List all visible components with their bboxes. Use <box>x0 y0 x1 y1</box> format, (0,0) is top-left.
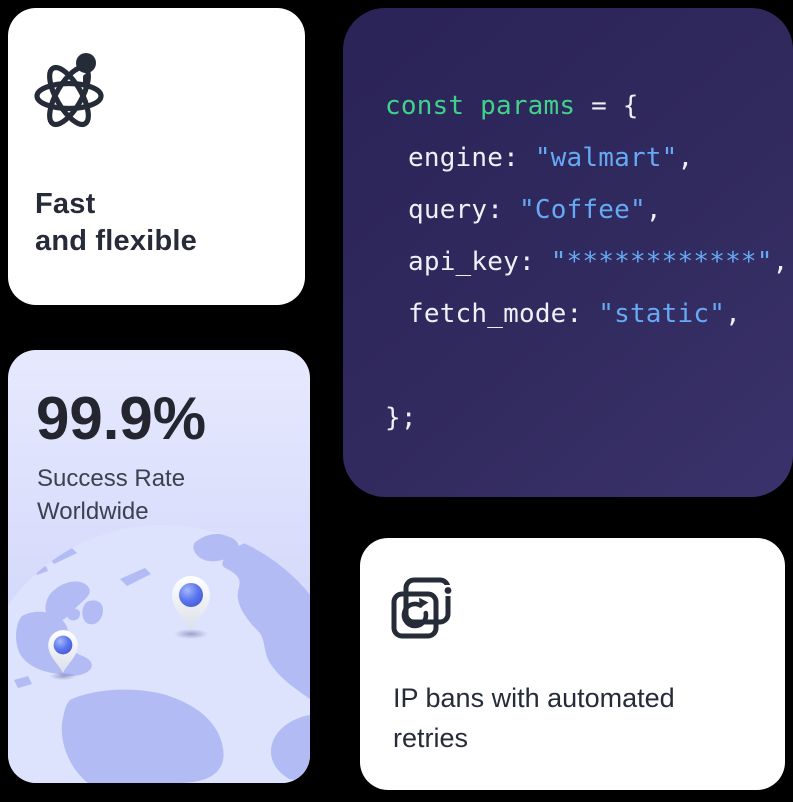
fast-card-title-line2: and flexible <box>35 225 197 257</box>
code-token: fetch_mode: <box>408 299 599 329</box>
retry-icon <box>391 577 452 639</box>
map-pin-small <box>48 630 78 681</box>
code-line: api_key: "************", <box>385 236 788 288</box>
back-square <box>403 577 451 625</box>
code-token: engine: <box>408 143 535 173</box>
world-landmasses <box>14 533 310 783</box>
code-snippet-card: const params = {engine: "walmart", query:… <box>343 8 793 497</box>
code-line: const params = { <box>385 80 777 132</box>
code-line: }; <box>385 392 777 444</box>
refresh-arc <box>401 601 429 629</box>
land-shape <box>193 533 239 562</box>
pin-shadow <box>174 629 208 639</box>
land-shape <box>48 547 77 564</box>
land-shape <box>270 715 310 783</box>
land-shape <box>222 537 310 699</box>
land-shape <box>82 600 103 625</box>
code-line: engine: "walmart", <box>385 132 777 184</box>
code-token: }; <box>385 403 417 433</box>
code-token: , <box>725 299 741 329</box>
retry-card: IP bans with automated retries <box>360 538 785 790</box>
success-rate-card: 99.9% Success Rate Worldwide <box>8 350 310 783</box>
globe-map-illustration <box>8 525 310 783</box>
pin-shadow <box>49 672 77 681</box>
edge-dot <box>444 587 452 594</box>
code-line <box>385 340 777 392</box>
land-shape <box>61 689 224 783</box>
refresh-arrowhead <box>419 597 429 608</box>
code-token: api_key: <box>408 247 551 277</box>
atom-dot <box>76 53 96 73</box>
atom-orbit <box>34 80 104 112</box>
code-token: = { <box>575 91 639 121</box>
map-pin-large <box>172 576 210 639</box>
success-rate-caption-line2: Worldwide <box>37 498 149 525</box>
code-token: "************" <box>550 247 773 277</box>
land-shape <box>120 568 151 586</box>
atom-icon <box>34 53 104 128</box>
code-token: const params <box>385 91 576 121</box>
code-token: , <box>645 195 662 225</box>
code-snippet: const params = {engine: "walmart", query:… <box>385 80 788 444</box>
code-token: , <box>677 143 694 173</box>
code-token: , <box>772 247 789 277</box>
land-shape <box>45 581 90 623</box>
code-token: query: <box>408 195 519 225</box>
land-shape <box>67 608 81 621</box>
fast-card-title-line1: Fast <box>35 188 96 220</box>
atom-orbit <box>47 64 91 128</box>
retry-card-text: IP bans with automated retries <box>393 683 675 753</box>
success-rate-caption-line1: Success Rate <box>37 465 186 492</box>
code-token: "Coffee" <box>518 195 646 225</box>
code-token: "static" <box>598 299 726 329</box>
front-square <box>391 591 439 639</box>
pin-dot <box>53 635 73 655</box>
pin-dot <box>179 583 203 607</box>
code-line: query: "Coffee", <box>385 184 777 236</box>
success-rate-value: 99.9% <box>36 385 207 452</box>
fast-card-title: Fast and flexible <box>35 186 197 260</box>
land-shape <box>35 566 48 575</box>
code-token: "walmart" <box>534 143 678 173</box>
success-rate-caption: Success Rate Worldwide <box>37 462 185 528</box>
fast-flexible-card: Fast and flexible <box>8 8 305 305</box>
land-shape <box>14 676 32 688</box>
code-line: fetch_mode: "static", <box>385 288 777 340</box>
